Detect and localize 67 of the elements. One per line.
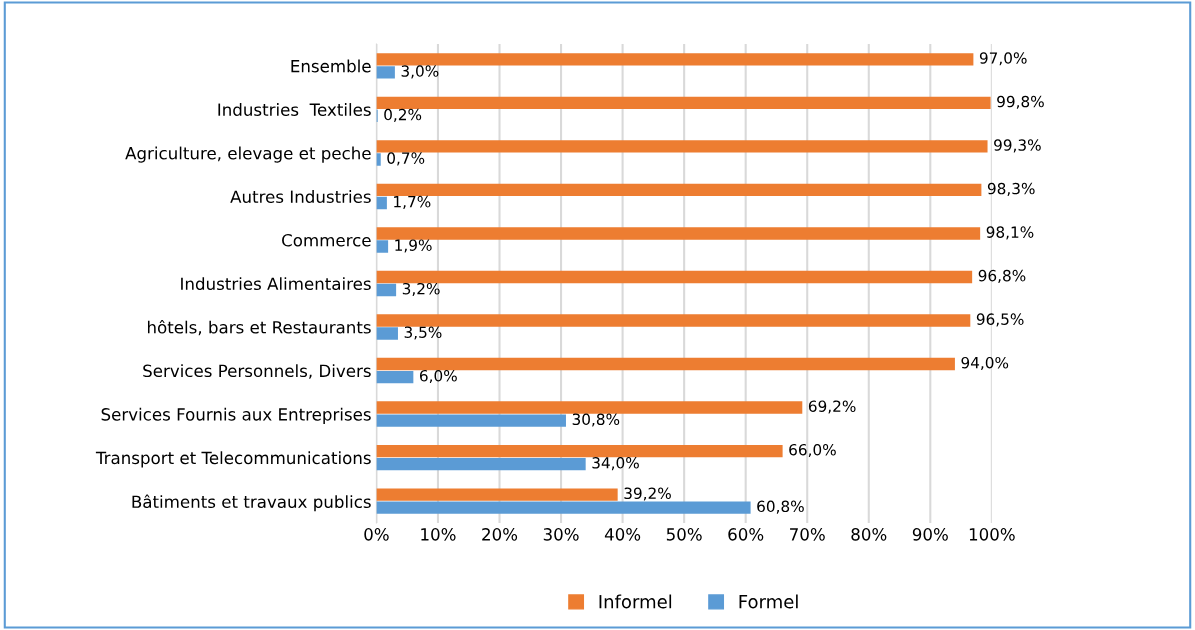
y-tick-label: Transport et Telecommunications xyxy=(95,451,371,468)
bar xyxy=(376,314,971,327)
bar xyxy=(376,501,751,514)
data-label: 1,7% xyxy=(394,195,431,209)
bar xyxy=(376,153,381,166)
y-tick-label: Agriculture, elevage et peche xyxy=(125,146,371,163)
bar xyxy=(376,140,988,153)
bar xyxy=(376,227,981,240)
bar xyxy=(376,283,397,297)
bar xyxy=(376,66,395,79)
bar xyxy=(376,183,982,197)
bar xyxy=(376,457,586,471)
data-label: 98,1% xyxy=(986,226,1034,240)
data-label: 99,8% xyxy=(997,95,1044,109)
legend-label: Informel xyxy=(599,594,672,609)
data-label: 30,8% xyxy=(572,413,620,427)
y-tick-label: Industries Textiles xyxy=(218,103,371,116)
x-tick-label: 0% xyxy=(364,528,389,541)
y-tick-label: Autres Industries xyxy=(230,190,371,204)
data-label: 94,0% xyxy=(961,356,1009,371)
legend-label: Formel xyxy=(739,594,798,609)
bar xyxy=(376,401,803,414)
data-label: 69,2% xyxy=(808,400,856,414)
bar xyxy=(376,488,618,501)
bar xyxy=(376,444,783,458)
bar xyxy=(376,196,387,210)
y-tick-label: hôtels, bars et Restaurants xyxy=(147,320,371,336)
x-tick-label: 50% xyxy=(666,528,702,541)
data-label: 96,5% xyxy=(976,313,1024,327)
data-label: 0,7% xyxy=(387,152,425,166)
x-tick-label: 70% xyxy=(790,528,825,541)
y-tick-label: Commerce xyxy=(282,233,371,247)
x-tick-label: 40% xyxy=(604,528,641,541)
bar xyxy=(376,414,566,427)
y-tick-label: Bâtiments et travaux publics xyxy=(132,494,371,512)
x-tick-label: 20% xyxy=(482,528,518,541)
bar xyxy=(376,327,398,340)
data-label: 96,8% xyxy=(978,269,1026,283)
bar xyxy=(376,357,955,371)
data-label: 97,0% xyxy=(979,52,1027,66)
bar xyxy=(376,53,974,66)
data-label: 3,5% xyxy=(404,326,442,340)
data-label: 34,0% xyxy=(592,457,639,471)
y-tick-label: Industries Alimentaires xyxy=(181,277,371,291)
data-label: 60,8% xyxy=(757,500,804,514)
data-label: 98,3% xyxy=(987,182,1035,196)
data-label: 1,9% xyxy=(395,239,432,253)
x-tick-label: 100% xyxy=(969,528,1015,541)
x-tick-label: 60% xyxy=(728,528,764,541)
data-label: 0,2% xyxy=(384,108,422,122)
x-tick-label: 80% xyxy=(851,528,887,541)
x-tick-label: 30% xyxy=(543,528,579,541)
bar xyxy=(376,96,991,110)
bar xyxy=(376,240,389,253)
y-tick-label: Services Personnels, Divers xyxy=(143,364,371,379)
bar xyxy=(376,370,414,384)
x-tick-label: 90% xyxy=(912,528,948,541)
data-label: 3,2% xyxy=(402,282,440,297)
x-tick-label: 10% xyxy=(421,528,456,541)
data-label: 99,3% xyxy=(994,139,1041,153)
data-label: 66,0% xyxy=(789,443,836,458)
data-label: 39,2% xyxy=(624,487,671,501)
y-tick-label: Ensemble xyxy=(291,59,371,73)
y-tick-label: Services Fournis aux Entreprises xyxy=(101,407,371,424)
bar xyxy=(376,270,973,284)
data-label: 6,0% xyxy=(419,369,457,384)
data-label: 3,0% xyxy=(401,65,439,79)
